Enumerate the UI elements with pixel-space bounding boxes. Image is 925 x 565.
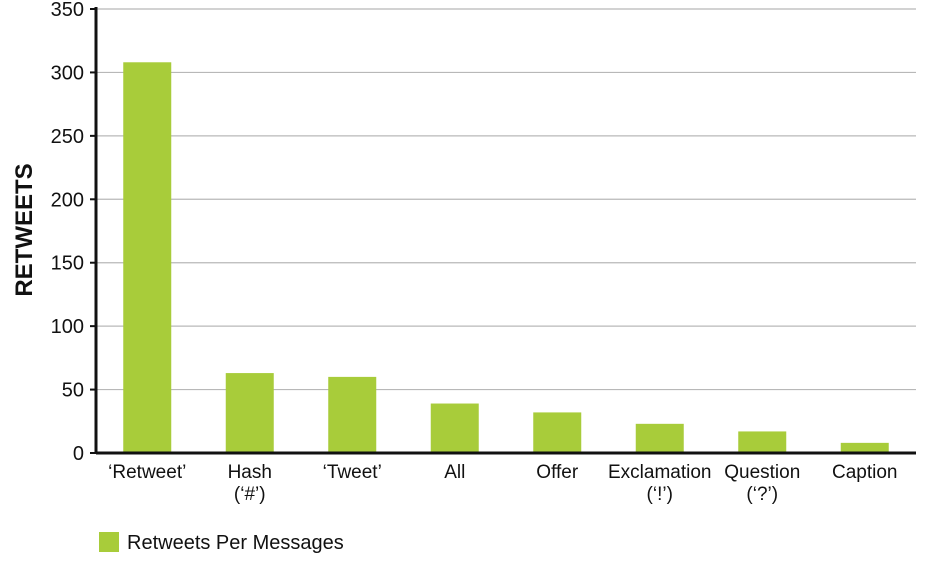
x-tick-label: ‘Retweet’ <box>108 462 186 483</box>
bar <box>533 412 582 453</box>
x-tick-label-line: Caption <box>832 462 898 483</box>
y-tick-label: 150 <box>51 253 84 275</box>
bar <box>225 373 274 453</box>
x-tick-label: Question (‘?’) <box>724 462 800 505</box>
legend-swatch <box>99 532 119 552</box>
y-tick-label: 50 <box>62 380 84 402</box>
x-tick-label-line: ‘Tweet’ <box>323 462 382 483</box>
x-tick-label: Caption <box>832 462 898 483</box>
y-axis-title: RETWEETS <box>11 163 38 296</box>
y-tick-label: 200 <box>51 189 84 211</box>
x-tick-label-line: Hash <box>228 462 272 483</box>
x-tick-label: Offer <box>536 462 579 483</box>
legend-label: Retweets Per Messages <box>127 532 344 554</box>
y-tick-label: 300 <box>51 62 84 84</box>
x-tick-label: Hash (‘#’) <box>228 462 272 505</box>
bar <box>840 442 889 453</box>
x-tick-label-line: (‘#’) <box>234 484 266 505</box>
bar <box>123 62 172 453</box>
bar <box>738 431 787 453</box>
bar <box>635 423 684 453</box>
bar <box>328 376 377 453</box>
y-tick-label: 100 <box>51 316 84 338</box>
y-tick-label: 0 <box>73 443 84 465</box>
x-tick-label-line: (‘!’) <box>647 484 673 505</box>
x-tick-label-line: Question <box>724 462 800 483</box>
x-tick-label-line: All <box>444 462 465 483</box>
y-tick-label: 350 <box>51 0 84 21</box>
x-tick-label-line: Exclamation <box>608 462 712 483</box>
x-tick-label-line: (‘?’) <box>746 484 778 505</box>
y-tick-label: 250 <box>51 126 84 148</box>
x-tick-label: All <box>444 462 465 483</box>
x-tick-label-line: ‘Retweet’ <box>108 462 186 483</box>
x-tick-label: Exclamation (‘!’) <box>608 462 712 505</box>
x-tick-label: ‘Tweet’ <box>323 462 382 483</box>
x-tick-label-line: Offer <box>536 462 579 483</box>
bar <box>430 403 479 453</box>
